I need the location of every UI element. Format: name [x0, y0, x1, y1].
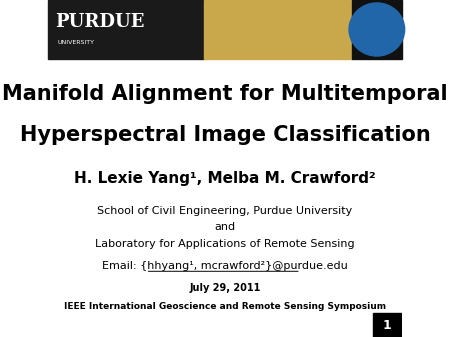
Text: School of Civil Engineering, Purdue University: School of Civil Engineering, Purdue Univ…	[97, 206, 353, 216]
Text: UNIVERSITY: UNIVERSITY	[58, 40, 95, 45]
Bar	[49, 0, 204, 59]
Text: 1: 1	[383, 319, 392, 332]
Text: Hyperspectral Image Classification: Hyperspectral Image Classification	[20, 125, 430, 145]
Bar	[352, 0, 401, 59]
Text: H. Lexie Yang¹, Melba M. Crawford²: H. Lexie Yang¹, Melba M. Crawford²	[74, 171, 376, 186]
Text: Laboratory for Applications of Remote Sensing: Laboratory for Applications of Remote Se…	[95, 239, 355, 249]
Bar	[374, 313, 401, 337]
Circle shape	[349, 3, 405, 56]
Bar	[204, 0, 352, 59]
Text: and: and	[215, 222, 235, 233]
Text: Email: {hhyang¹, mcrawford²}@purdue.edu: Email: {hhyang¹, mcrawford²}@purdue.edu	[102, 261, 348, 271]
Text: July 29, 2011: July 29, 2011	[189, 283, 261, 293]
Text: PURDUE: PURDUE	[55, 13, 145, 31]
Text: Manifold Alignment for Multitemporal: Manifold Alignment for Multitemporal	[2, 84, 448, 104]
Text: IEEE International Geoscience and Remote Sensing Symposium: IEEE International Geoscience and Remote…	[64, 302, 386, 311]
